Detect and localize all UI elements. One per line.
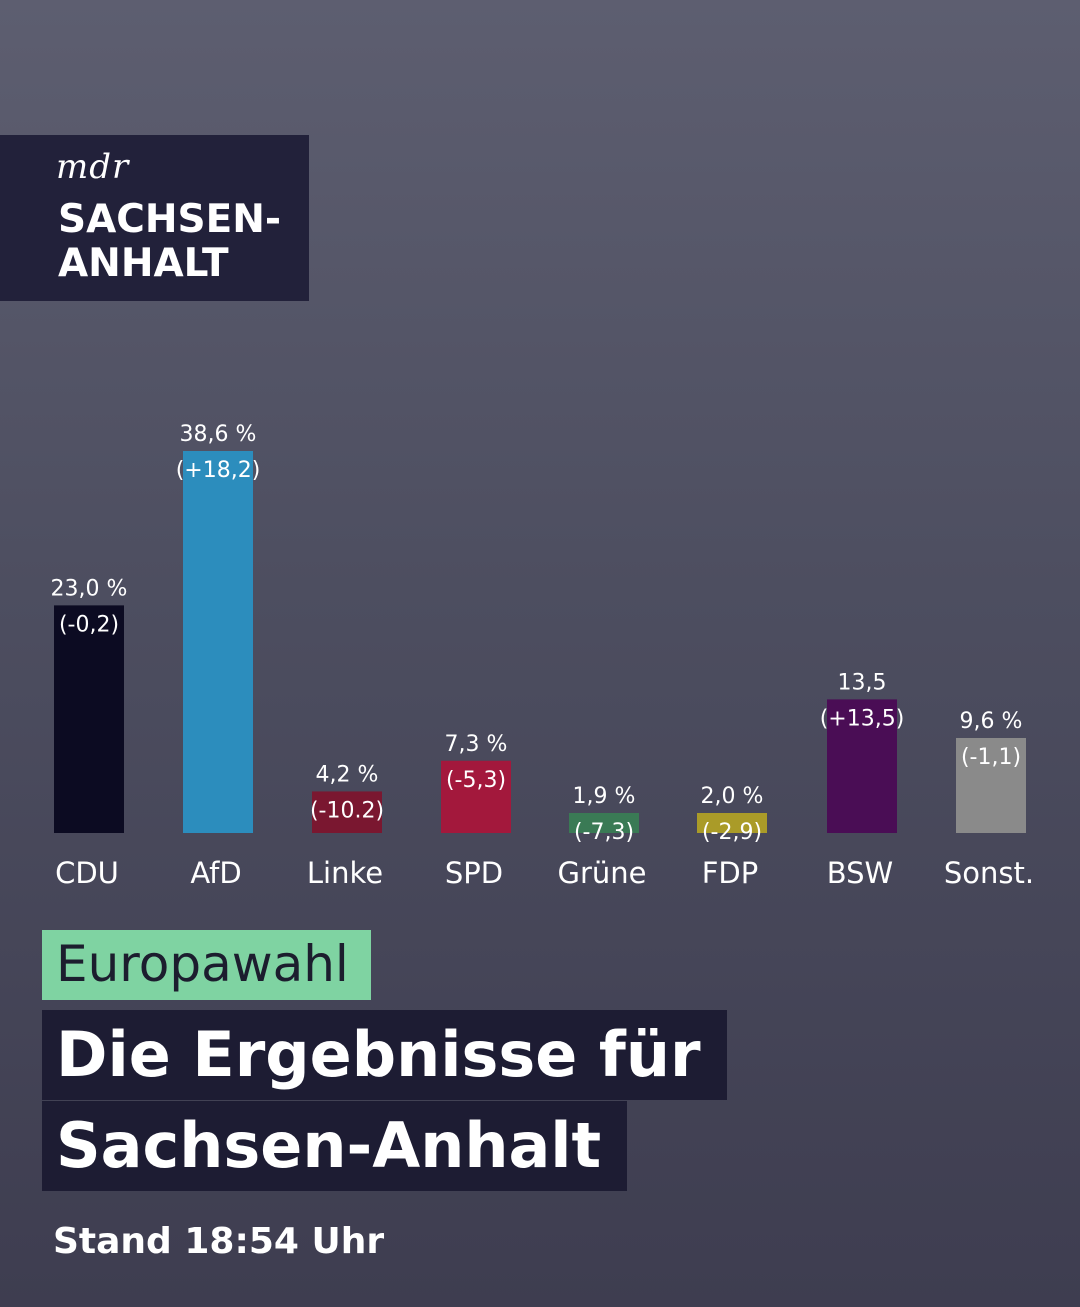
change-label-afd: (+18,2) <box>176 458 261 483</box>
change-label-fdp: (-2,9) <box>702 820 762 845</box>
value-label-fdp: 2,0 % <box>701 784 764 809</box>
change-label-bsw: (+13,5) <box>820 706 905 731</box>
logo-line-sachsen: SACHSEN- <box>58 197 282 242</box>
category-label-fdp: FDP <box>702 856 759 890</box>
change-label-spd: (-5,3) <box>446 768 506 793</box>
value-label-afd: 38,6 % <box>180 422 257 447</box>
logo-line-anhalt: ANHALT <box>58 241 229 286</box>
change-label-sonst: (-1,1) <box>961 745 1021 770</box>
mdr-logo: mdr <box>56 147 130 187</box>
headline-line-1: Die Ergebnisse für <box>42 1010 727 1100</box>
bar-linke <box>312 791 382 833</box>
change-label-cdu: (-0,2) <box>59 612 119 637</box>
category-label-sonst: Sonst. <box>944 856 1034 890</box>
headline-line-2: Sachsen-Anhalt <box>42 1101 628 1191</box>
change-label-grne: (-7,3) <box>574 820 634 845</box>
value-label-spd: 7,3 % <box>445 732 508 757</box>
category-label-afd: AfD <box>190 856 241 890</box>
bar-chart: (-0,2) 23,0 % CDU (+18,2) 38,6 % AfD (-10.2) 4,… <box>51 422 1034 890</box>
category-label-linke: Linke <box>307 856 383 890</box>
value-label-sonst: 9,6 % <box>960 709 1023 734</box>
bar-sonst <box>956 737 1026 833</box>
election-tag: Europawahl <box>42 930 371 1000</box>
timestamp: Stand 18:54 Uhr <box>53 1221 385 1262</box>
category-label-grne: Grüne <box>558 856 647 890</box>
category-label-cdu: CDU <box>55 856 119 890</box>
bar-bsw <box>827 699 897 833</box>
category-label-spd: SPD <box>445 856 503 890</box>
value-label-linke: 4,2 % <box>316 762 379 787</box>
bar-spd <box>441 760 511 833</box>
bar-fdp <box>697 813 767 833</box>
value-label-grne: 1,9 % <box>573 784 636 809</box>
change-label-linke: (-10.2) <box>310 798 384 823</box>
logo-box <box>0 135 309 301</box>
value-label-cdu: 23,0 % <box>51 576 128 601</box>
bar-afd <box>183 451 253 833</box>
category-label-bsw: BSW <box>827 856 893 890</box>
bar-grne <box>569 813 639 833</box>
value-label-bsw: 13,5 <box>838 670 887 695</box>
bar-cdu <box>54 605 124 833</box>
